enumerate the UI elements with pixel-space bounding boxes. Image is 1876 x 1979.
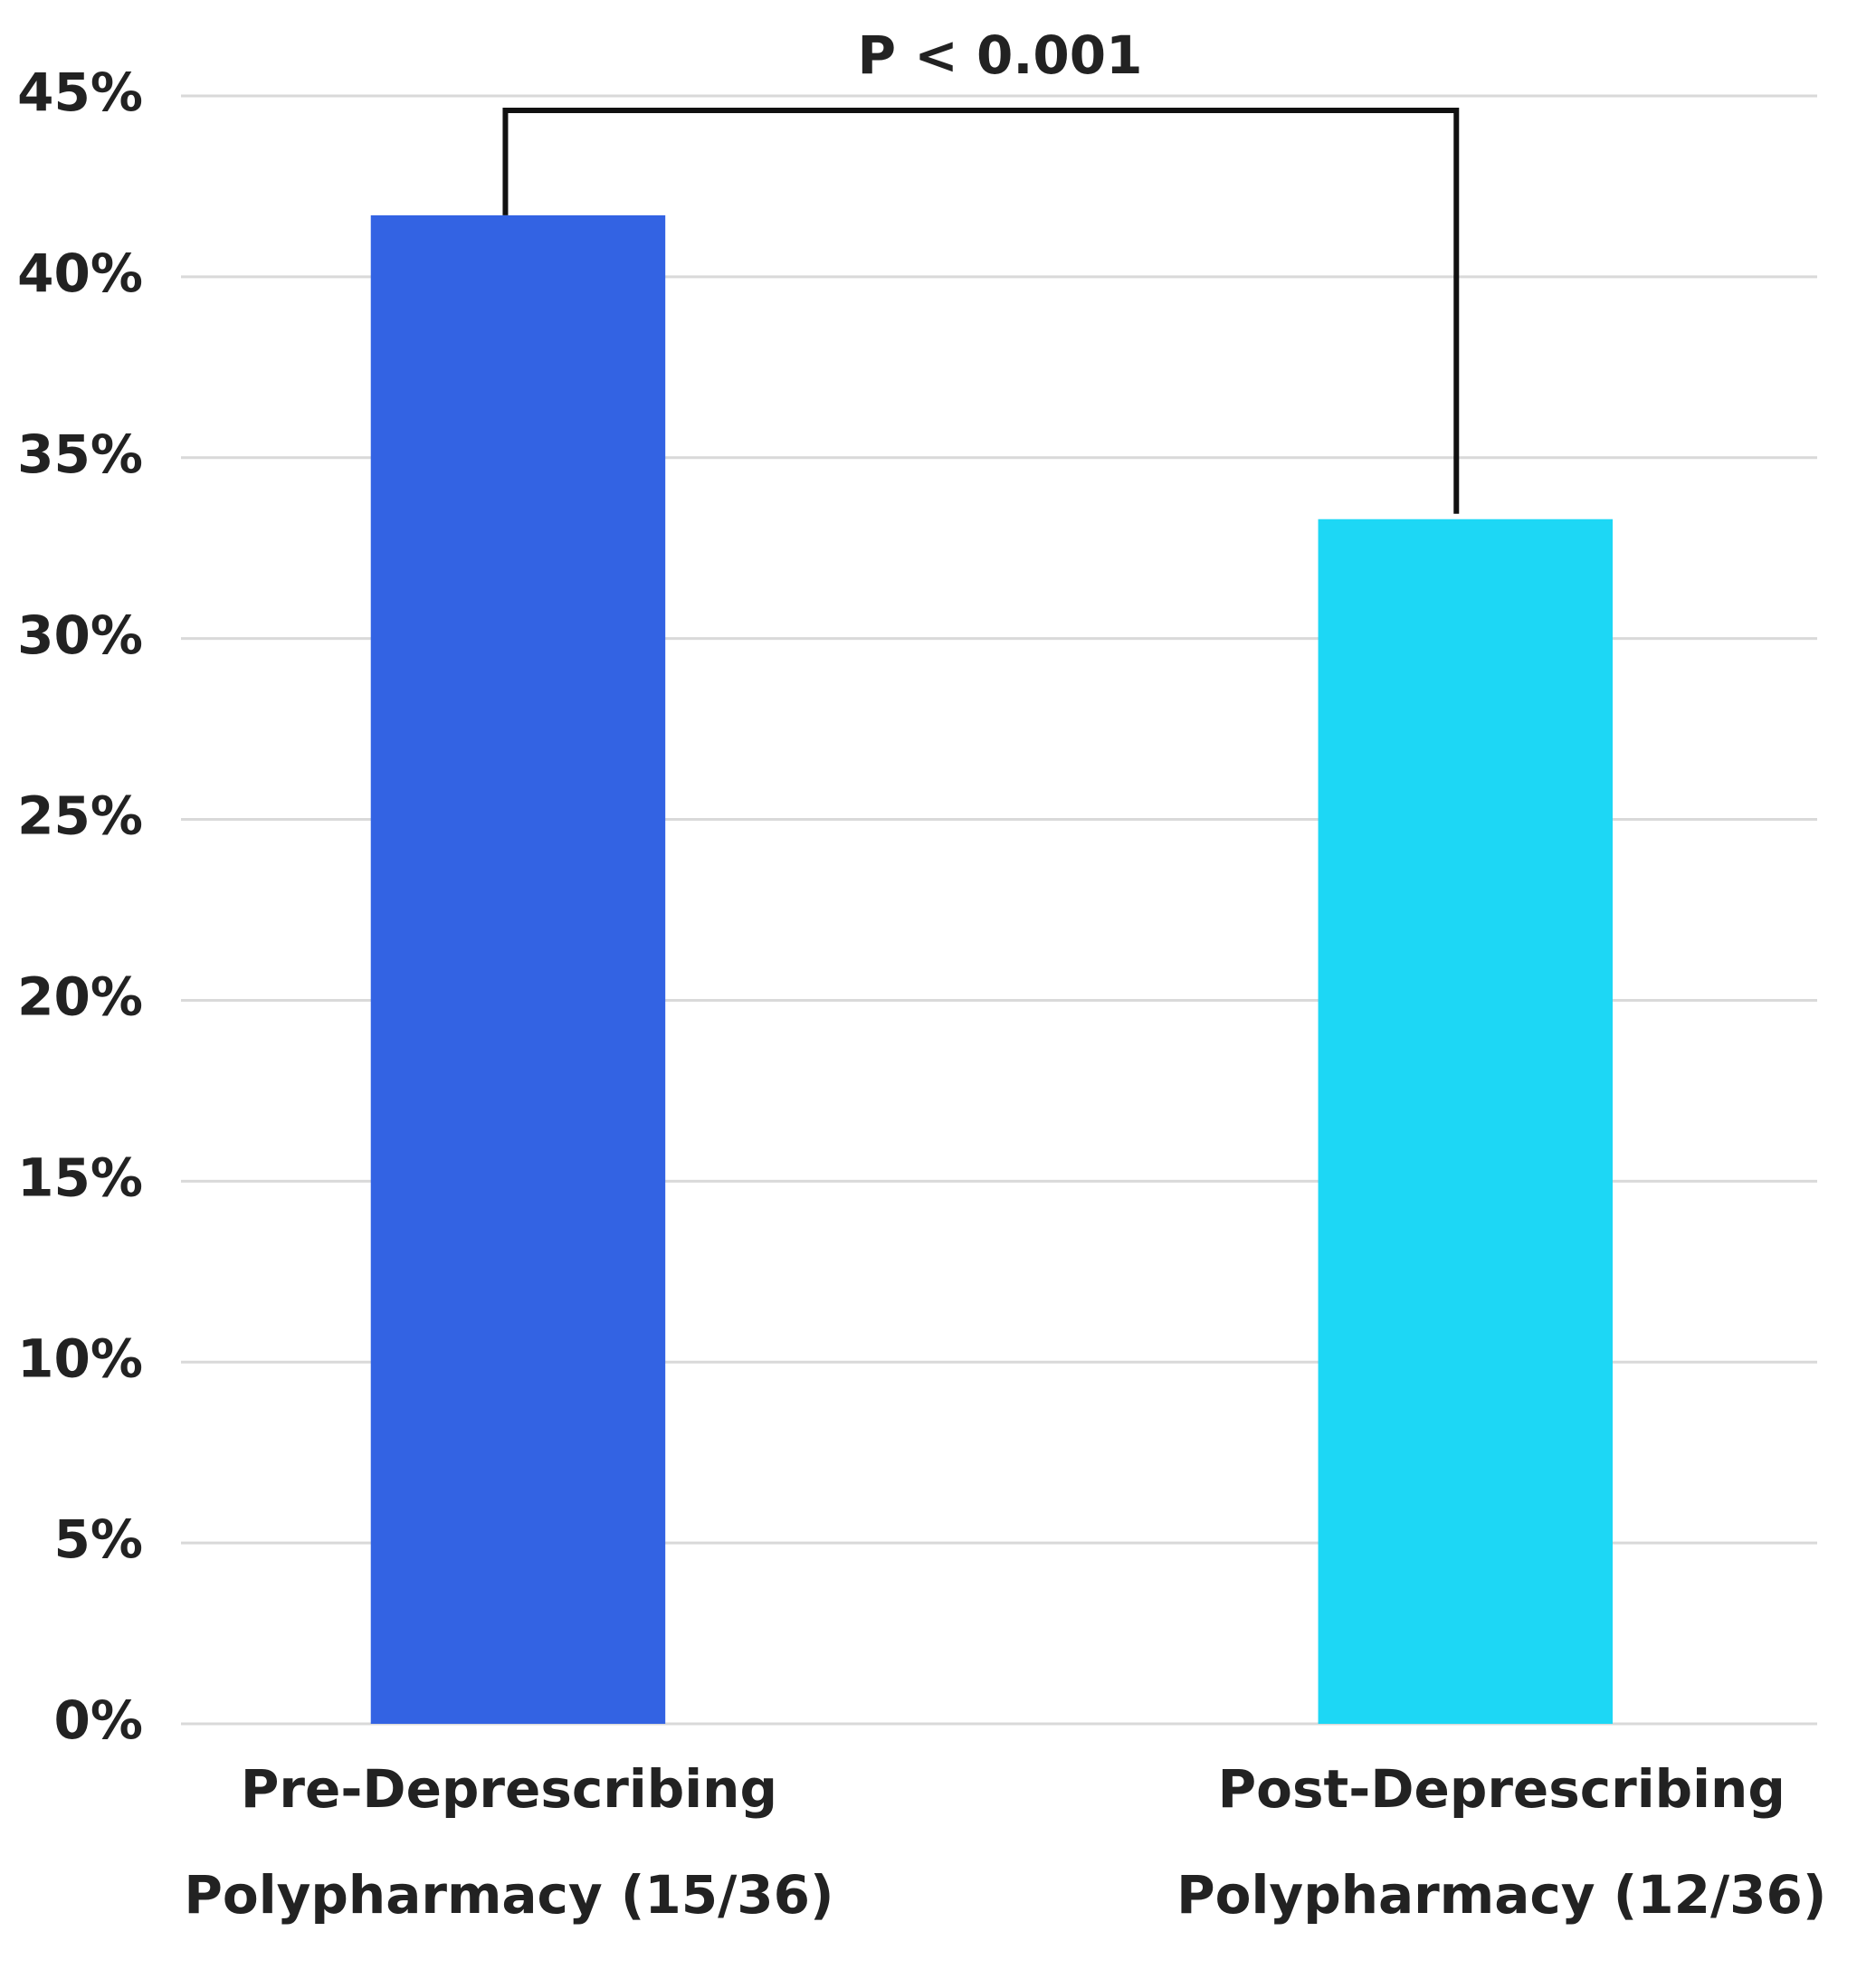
y-tick-label: 0%	[54, 1689, 143, 1751]
y-tick-label: 5%	[54, 1508, 143, 1570]
y-tick-label: 30%	[17, 604, 143, 666]
bar	[1318, 519, 1613, 1724]
y-tick-label: 45%	[17, 62, 143, 123]
y-tick-label: 40%	[17, 243, 143, 304]
y-tick-label: 35%	[17, 423, 143, 485]
y-tick-label: 25%	[17, 785, 143, 847]
y-tick-label: 10%	[17, 1327, 143, 1389]
y-tick-label: 15%	[17, 1146, 143, 1208]
x-tick-label: Pre-Deprescribing	[241, 1758, 777, 1820]
y-tick-label: 20%	[17, 966, 143, 1028]
annotation: P < 0.001	[858, 24, 1143, 86]
x-tick-label: Polypharmacy (12/36)	[1176, 1864, 1826, 1926]
significance-bracket	[502, 108, 1460, 514]
x-tick-label: Polypharmacy (15/36)	[184, 1864, 833, 1926]
x-tick-label: Post-Deprescribing	[1218, 1758, 1786, 1820]
bar	[370, 214, 666, 1725]
